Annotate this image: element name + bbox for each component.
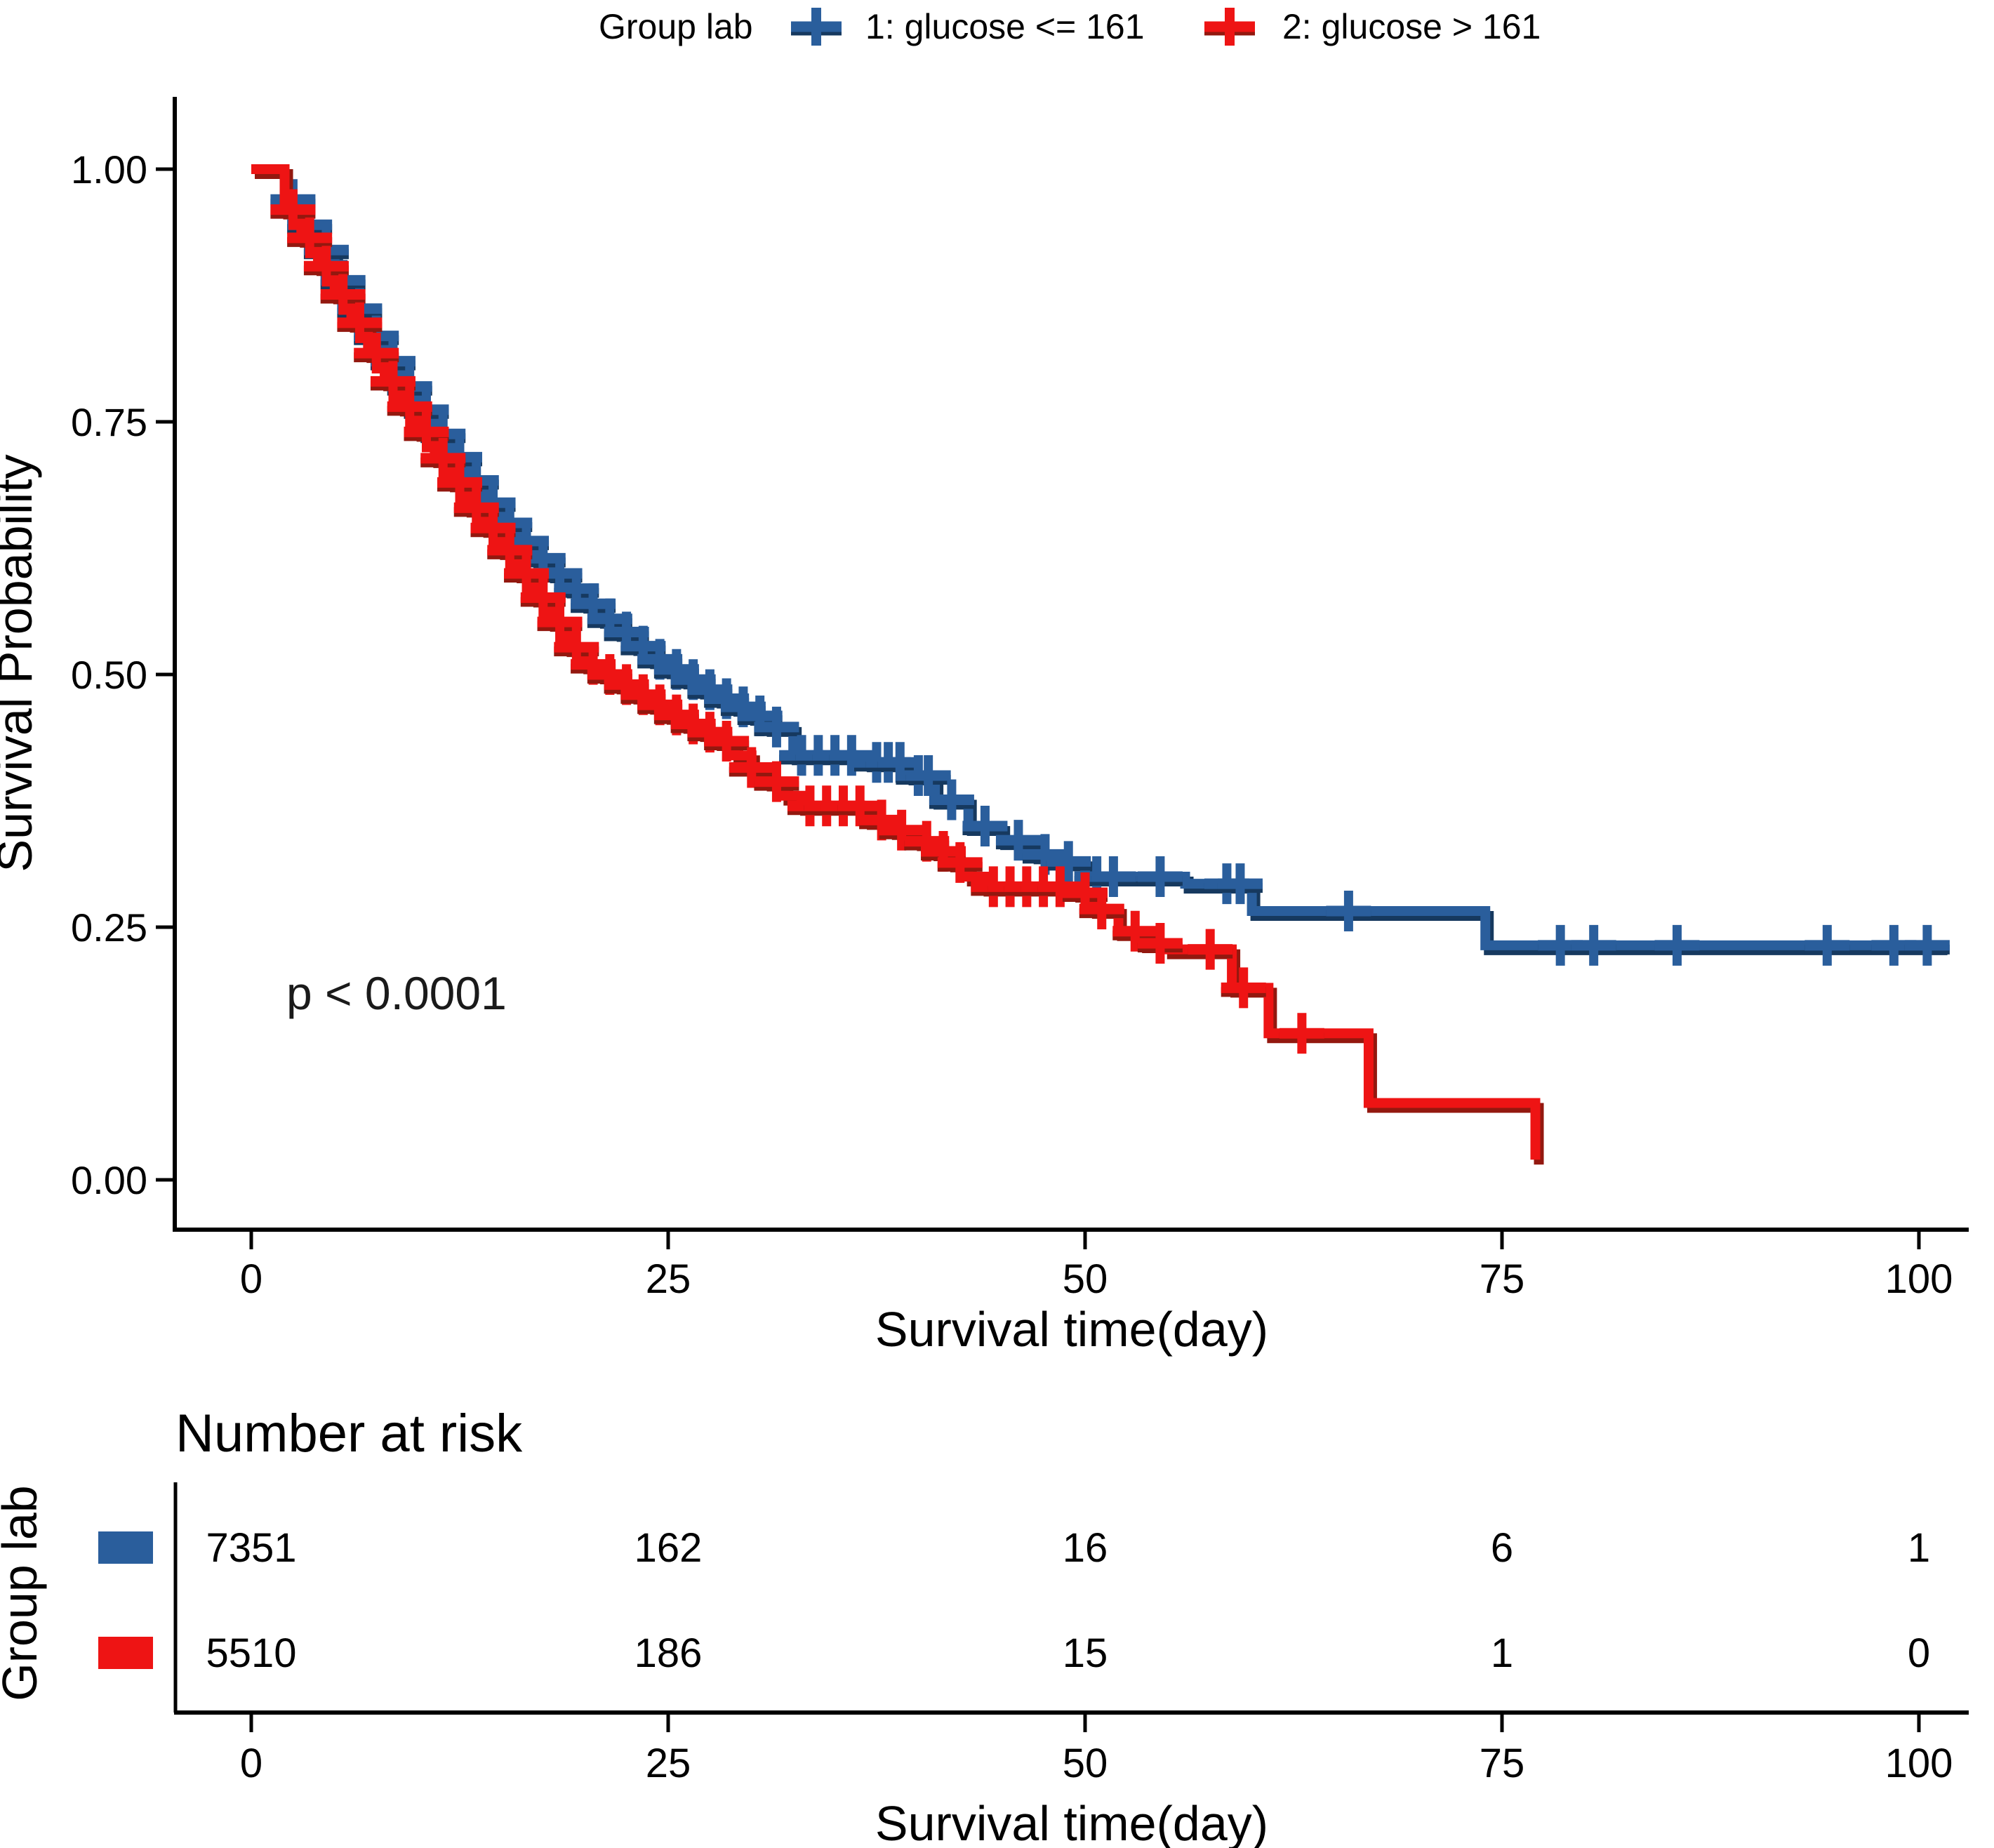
km-curves (251, 164, 1950, 1165)
legend-item-label-group1: 1: glucose <= 161 (865, 7, 1145, 46)
risk-count-75: 1 (1491, 1630, 1513, 1676)
risk-count-75: 6 (1491, 1525, 1513, 1571)
legend: Group lab 1: glucose <= 161 2: glucose >… (599, 7, 1541, 46)
risk-count-50: 16 (1063, 1525, 1108, 1571)
risk-table-title: Number at risk (175, 1404, 523, 1463)
risk-count-100: 0 (1908, 1630, 1930, 1676)
risk-table-row: 7351 162 16 6 1 (98, 1525, 1930, 1571)
p-value-annotation: p < 0.0001 (286, 967, 507, 1019)
risk-row-swatch (98, 1531, 153, 1564)
main-axes: 1.00 0.75 0.50 0.25 0.00 0 25 50 75 100 (71, 97, 1969, 1302)
y-tick-label-0.00: 0.00 (71, 1158, 147, 1202)
risk-x-tick-label-0: 0 (240, 1741, 262, 1786)
x-tick-label-75: 75 (1480, 1256, 1525, 1302)
x-tick-label-25: 25 (646, 1256, 691, 1302)
risk-count-0: 5510 (206, 1630, 296, 1676)
x-tick-label-100: 100 (1885, 1256, 1953, 1302)
risk-table: Number at risk Group lab 7351 162 16 6 15510… (0, 1404, 1969, 1848)
risk-count-100: 1 (1908, 1525, 1930, 1571)
legend-item-label-group2: 2: glucose > 161 (1282, 7, 1541, 46)
y-tick-label-0.25: 0.25 (71, 905, 147, 950)
x-tick-label-50: 50 (1063, 1256, 1108, 1302)
legend-key-icons (791, 8, 1255, 46)
risk-table-group-label: Group lab (0, 1485, 47, 1701)
y-tick-label-0.75: 0.75 (71, 400, 147, 444)
legend-title: Group lab (599, 7, 753, 46)
risk-x-tick-label-50: 50 (1063, 1741, 1108, 1786)
legend-cross-icon-red (1204, 8, 1255, 46)
risk-x-tick-label-25: 25 (646, 1741, 691, 1786)
y-axis-title: Survival Probability (0, 454, 42, 872)
risk-count-0: 7351 (206, 1525, 296, 1571)
risk-count-25: 186 (634, 1630, 703, 1676)
risk-table-row: 5510 186 15 1 0 (98, 1630, 1930, 1676)
y-tick-label-1.00: 1.00 (71, 147, 147, 192)
y-tick-label-0.50: 0.50 (71, 653, 147, 697)
risk-count-25: 162 (634, 1525, 703, 1571)
risk-x-tick-label-75: 75 (1480, 1741, 1525, 1786)
risk-table-axis: 0 25 50 75 100 (173, 1482, 1969, 1786)
x-axis-title: Survival time(day) (875, 1302, 1268, 1357)
x-tick-label-0: 0 (240, 1256, 262, 1302)
legend-cross-icon-blue (791, 8, 842, 46)
km-series-glucose-gt-161 (251, 164, 1544, 1165)
risk-x-tick-label-100: 100 (1885, 1741, 1953, 1786)
risk-table-rows: 7351 162 16 6 1 5510 186 15 1 0 (98, 1525, 1930, 1676)
risk-count-50: 15 (1063, 1630, 1108, 1676)
risk-row-swatch (98, 1637, 153, 1669)
risk-x-axis-title: Survival time(day) (875, 1796, 1268, 1848)
